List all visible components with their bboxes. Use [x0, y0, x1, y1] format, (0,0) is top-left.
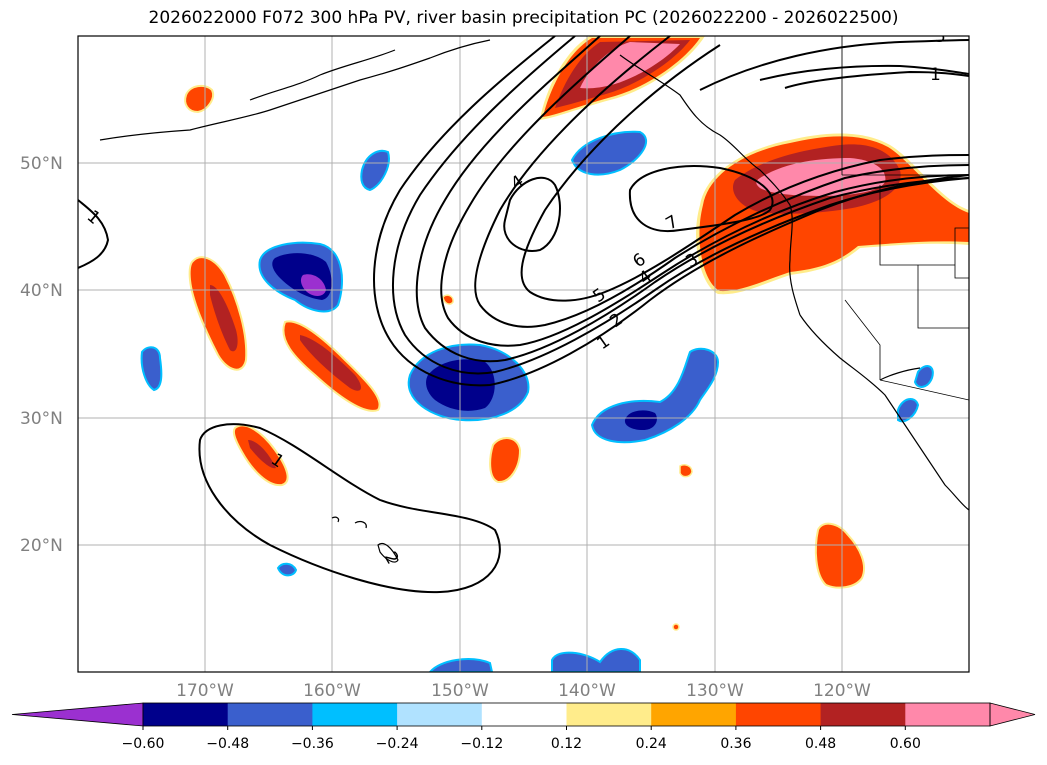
coastlines	[99, 39, 969, 563]
anomaly-baja	[814, 522, 866, 589]
colorbar-segment	[820, 703, 906, 726]
lon-label-130w: 130°W	[686, 681, 744, 701]
colorbar-tick-label: 0.12	[551, 736, 582, 752]
map-content: 1 5 4 7 6 4 3 5 2 1 1 1 2	[78, 27, 969, 672]
colorbar-tick-label: −0.12	[460, 736, 503, 752]
colorbar-extension-high	[989, 702, 1036, 727]
anomaly-negative-far-west	[140, 346, 163, 392]
colorbar-extension-low	[11, 702, 144, 727]
colorbar-segment	[397, 703, 483, 726]
anomaly-central-small	[489, 437, 522, 483]
anomaly-streak-west	[188, 256, 248, 371]
colorbar-tick-label: −0.24	[376, 736, 419, 752]
map-title: 2026022000 F072 300 hPa PV, river basin …	[148, 8, 899, 28]
lon-label-170w: 170°W	[176, 681, 234, 701]
colorbar-segment	[566, 703, 652, 726]
anomaly-negative-east	[590, 347, 720, 444]
colorbar-tick-label: 0.36	[720, 736, 751, 752]
colorbar-segment	[143, 703, 229, 726]
anomaly-negative-bottom-1	[428, 658, 494, 672]
anomaly-negative-south	[276, 562, 298, 577]
lon-label-160w: 160°W	[303, 681, 361, 701]
anomaly-tiny	[679, 464, 693, 478]
lon-label-140w: 140°W	[558, 681, 616, 701]
anomaly-negative-west	[258, 241, 343, 313]
anomaly-streak-central	[282, 320, 381, 412]
colorbar-segment	[651, 703, 737, 726]
colorbar-tick-label: 0.48	[805, 736, 836, 752]
colorbar: −0.60 −0.48 −0.36 −0.24 −0.12 0.12 0.24 0.36 0.4…	[11, 702, 1036, 752]
colorbar-segment	[312, 703, 398, 726]
anomaly-small-nw	[184, 84, 214, 114]
colorbar-tick-label: −0.60	[122, 736, 165, 752]
pv-contours	[78, 36, 969, 594]
colorbar-tick-label: −0.48	[206, 736, 249, 752]
lat-label-40n: 40°N	[20, 281, 63, 301]
anomaly-negative-north	[570, 130, 647, 176]
longitude-labels: 170°W 160°W 150°W 140°W 130°W 120°W	[176, 681, 871, 701]
colorbar-segment	[481, 703, 567, 726]
contour-label-1-ne: 1	[930, 65, 941, 85]
anomaly-pinpoint	[672, 623, 680, 631]
anomaly-negative-baja-north	[913, 365, 934, 388]
lat-label-20n: 20°N	[20, 536, 63, 556]
anomaly-dot	[442, 294, 454, 305]
lon-label-120w: 120°W	[813, 681, 871, 701]
lat-label-50n: 50°N	[20, 154, 63, 174]
colorbar-tick-label: −0.36	[291, 736, 334, 752]
lon-label-150w: 150°W	[431, 681, 489, 701]
colorbar-tick-label: 0.60	[890, 736, 921, 752]
colorbar-segment	[227, 703, 313, 726]
map-frame	[77, 35, 970, 673]
lat-label-30n: 30°N	[20, 409, 63, 429]
colorbar-segment	[735, 703, 822, 726]
anomaly-pacific-nw-north	[540, 36, 705, 120]
colorbar-segment	[905, 703, 991, 726]
latitude-labels: 50°N 40°N 30°N 20°N	[20, 154, 63, 556]
colorbar-tick-label: 0.24	[636, 736, 667, 752]
contour-label-5-top: 5	[935, 27, 946, 47]
anomaly-negative-bottom-2	[551, 648, 641, 672]
anomaly-streak-south	[232, 424, 289, 487]
anomaly-negative-aleutian	[360, 150, 390, 192]
